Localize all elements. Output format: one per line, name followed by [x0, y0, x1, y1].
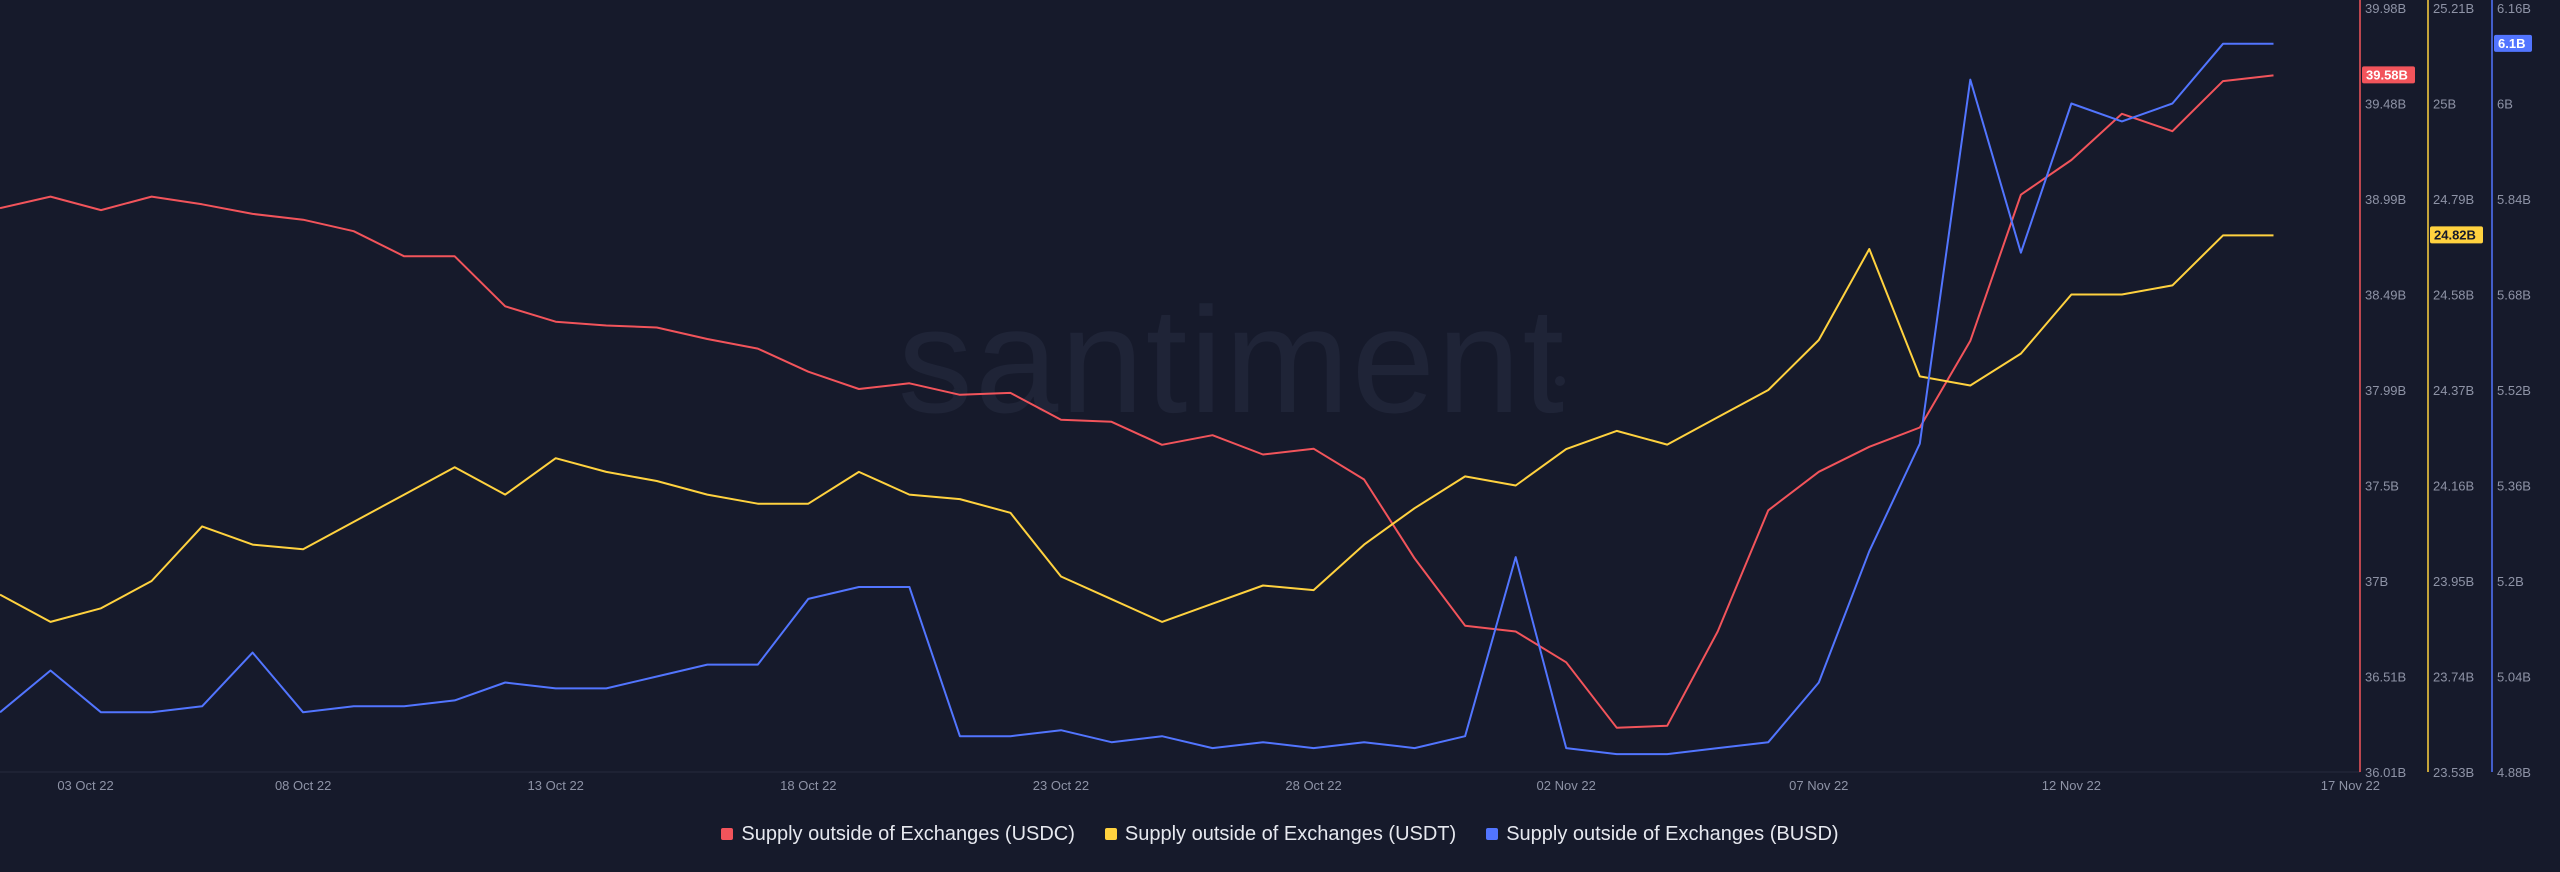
usdt-last-value-label: 24.82B	[2434, 227, 2476, 242]
x-tick-label: 08 Oct 22	[275, 778, 331, 793]
usdc-y-tick-label: 37.99B	[2365, 383, 2406, 398]
usdt-y-tick-label: 23.74B	[2433, 670, 2474, 685]
usdt-y-tick-label: 24.79B	[2433, 192, 2474, 207]
usdt-y-tick-label: 24.58B	[2433, 288, 2474, 303]
busd-y-tick-label: 4.88B	[2497, 765, 2531, 780]
busd-y-tick-label: 5.04B	[2497, 670, 2531, 685]
legend-label-busd: Supply outside of Exchanges (BUSD)	[1506, 822, 1839, 845]
usdt-swatch	[1104, 828, 1117, 840]
usdc-swatch	[721, 828, 734, 840]
series-line-busd	[0, 42, 2274, 756]
usdt-y-tick-label: 25.21B	[2433, 1, 2474, 16]
x-tick-label: 12 Nov 22	[2042, 778, 2101, 793]
legend-item-busd[interactable]: Supply outside of Exchanges (BUSD)	[1486, 822, 1839, 846]
legend: Supply outside of Exchanges (USDC) Suppl…	[0, 818, 2560, 850]
x-tick-label: 28 Oct 22	[1285, 778, 1341, 793]
usdc-y-tick-label: 39.48B	[2365, 97, 2406, 112]
busd-swatch	[1486, 828, 1499, 840]
busd-y-tick-label: 5.2B	[2497, 574, 2524, 589]
busd-y-tick-label: 6B	[2497, 97, 2513, 112]
busd-last-value-badge	[2494, 34, 2532, 52]
usdc-y-tick-label: 39.98B	[2365, 1, 2406, 16]
usdt-y-tick-label: 24.16B	[2433, 479, 2474, 494]
busd-y-tick-label: 6.16B	[2497, 1, 2531, 16]
busd-y-tick-label: 5.52B	[2497, 383, 2531, 398]
santiment-watermark: santiment	[898, 276, 1566, 444]
busd-y-tick-label: 5.84B	[2497, 192, 2531, 207]
legend-label-usdc: Supply outside of Exchanges (USDC)	[741, 822, 1075, 845]
x-tick-label: 03 Oct 22	[57, 778, 113, 793]
usdc-y-tick-label: 36.01B	[2365, 765, 2406, 780]
usdc-y-tick-label: 37.5B	[2365, 479, 2399, 494]
usdt-y-tick-label: 25B	[2433, 97, 2456, 112]
usdt-y-tick-label: 23.53B	[2433, 765, 2474, 780]
x-tick-label: 13 Oct 22	[528, 778, 584, 793]
busd-last-value-label: 6.1B	[2498, 36, 2525, 51]
series-line-usdc	[0, 74, 2274, 729]
x-tick-label: 23 Oct 22	[1033, 778, 1089, 793]
x-tick-label: 18 Oct 22	[780, 778, 836, 793]
usdc-y-tick-label: 37B	[2365, 574, 2388, 589]
series-line-usdt	[0, 234, 2274, 623]
legend-item-usdc[interactable]: Supply outside of Exchanges (USDC)	[721, 823, 1075, 846]
x-tick-label: 07 Nov 22	[1789, 778, 1848, 793]
x-tick-label: 02 Nov 22	[1537, 778, 1596, 793]
series-lines	[0, 42, 2274, 756]
axes: 03 Oct 22 08 Oct 22 13 Oct 22 18 Oct 22 23 O…	[0, 0, 2532, 793]
usdc-y-tick-label: 38.49B	[2365, 288, 2406, 303]
busd-y-tick-label: 5.36B	[2497, 479, 2531, 494]
busd-y-tick-label: 5.68B	[2497, 288, 2531, 303]
usdt-last-value-badge	[2430, 226, 2483, 244]
legend-item-usdt[interactable]: Supply outside of Exchanges (USDT)	[1104, 822, 1457, 846]
usdc-y-tick-label: 36.51B	[2365, 670, 2406, 685]
usdt-y-tick-label: 23.95B	[2433, 574, 2474, 589]
usdt-y-tick-label: 24.37B	[2433, 383, 2474, 398]
legend-label-usdt: Supply outside of Exchanges (USDT)	[1124, 822, 1457, 845]
x-tick-label: 17 Nov 22	[2321, 778, 2380, 793]
usdc-last-value-badge	[2362, 66, 2415, 84]
usdc-y-tick-label: 38.99B	[2365, 192, 2406, 207]
usdc-last-value-label: 39.58B	[2366, 67, 2408, 82]
